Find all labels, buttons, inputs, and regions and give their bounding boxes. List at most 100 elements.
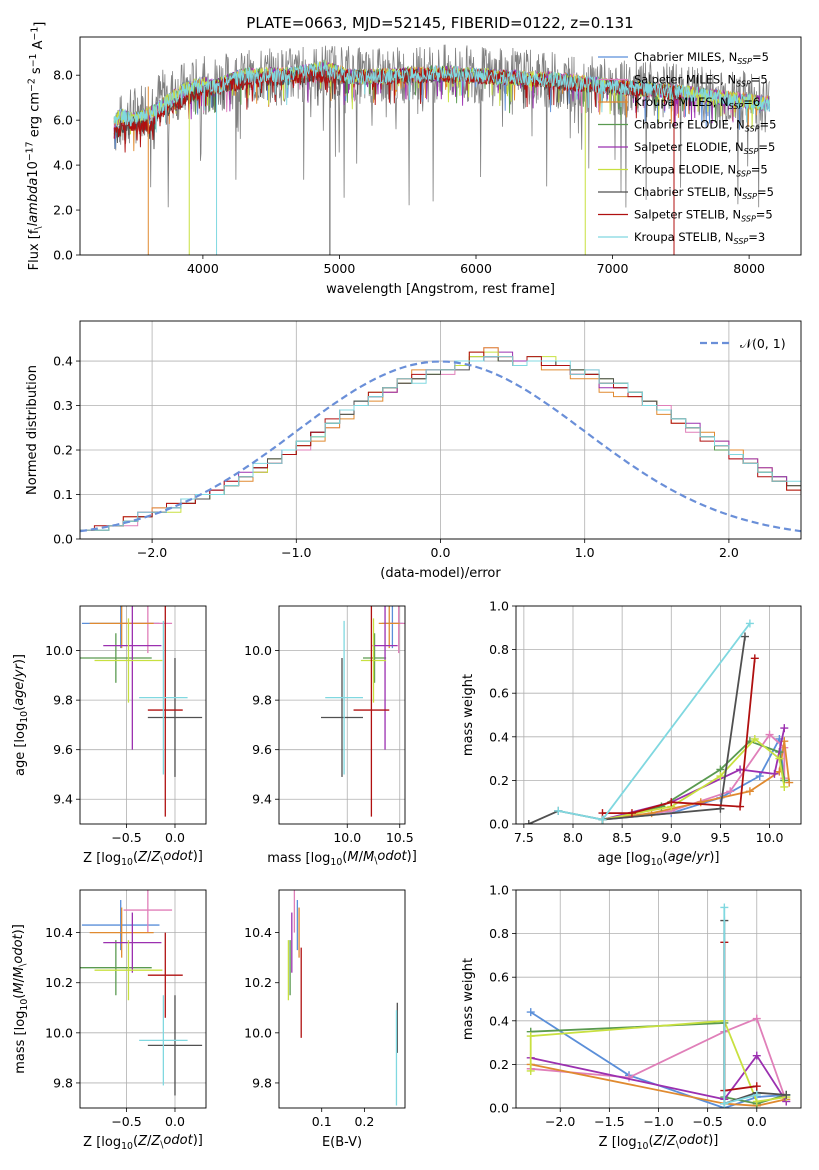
y-tick-label: 10.0 bbox=[244, 643, 272, 658]
x-axis-label: mass [log10(M/M\odot)] bbox=[267, 849, 417, 868]
x-tick-label: 10.0 bbox=[756, 830, 784, 845]
y-tick-label: 8.0 bbox=[53, 68, 73, 83]
massweight-marker-kroupa-stelib bbox=[554, 806, 563, 815]
massweight-marker-salpeter-stelib bbox=[627, 809, 636, 818]
massweight-line-salpeter-miles bbox=[602, 733, 786, 821]
massweight-marker-salpeter-stelib bbox=[752, 1082, 761, 1091]
massweight-marker-chabrier-stelib bbox=[524, 820, 533, 824]
x-axis-label: E(B-V) bbox=[322, 1135, 362, 1150]
frame: −2.0 −1.0 0.0 1.0 2.0 0.0 0.1 0.2 0.3 0.4 (data-mo… bbox=[25, 320, 802, 581]
y-tick-label: 9.6 bbox=[252, 742, 272, 757]
y-tick-label: 0.0 bbox=[489, 1101, 509, 1116]
massweight-marker-kroupa-elodie bbox=[526, 1066, 535, 1075]
massweight-line-chabrier-elodie bbox=[602, 740, 786, 821]
plot-content bbox=[80, 890, 203, 1096]
massweight-line-chabrier-miles bbox=[530, 1011, 787, 1108]
legend-entry-salpeter-miles: Salpeter MILES, NSSP=5 bbox=[634, 73, 768, 89]
y-tick-label: 9.8 bbox=[252, 1075, 272, 1090]
x-tick-label: 0.0 bbox=[165, 1114, 185, 1129]
massweight-marker-kroupa-stelib bbox=[720, 903, 729, 912]
x-axis-label: Z [log10(Z/Z\odot)] bbox=[599, 1133, 719, 1152]
plot-content bbox=[526, 903, 791, 1108]
massweight-marker-kroupa-miles bbox=[745, 787, 754, 796]
y-tick-label: 0.2 bbox=[489, 773, 509, 788]
y-axis-label: mass weight bbox=[461, 958, 476, 1040]
y-tick-label: 0.0 bbox=[53, 532, 73, 547]
y-tick-label: 1.0 bbox=[489, 599, 509, 614]
y-tick-label: 0.6 bbox=[489, 686, 509, 701]
x-tick-label: −0.5 bbox=[111, 830, 141, 845]
y-tick-label: 10.4 bbox=[45, 925, 73, 940]
massweight-marker-kroupa-stelib bbox=[720, 1099, 729, 1108]
y-tick-label: 0.0 bbox=[489, 817, 509, 832]
plot-content bbox=[321, 606, 405, 817]
x-tick-label: 2.0 bbox=[719, 545, 739, 560]
axes-frame bbox=[515, 605, 802, 825]
model-spectrum-kroupa-stelib bbox=[113, 60, 771, 133]
x-tick-label: 8000 bbox=[733, 261, 765, 276]
axes-massweight_vs_Z: −2.0 −1.5 −1.0 −0.5 0.0 0.0 0.2 0.4 0.6 0.8 1.0 Z [… bbox=[461, 883, 802, 1152]
figure-title: PLATE=0663, MJD=52145, FIBERID=0122, z=0… bbox=[246, 14, 633, 32]
x-axis-label: wavelength [Angstrom, rest frame] bbox=[326, 282, 555, 297]
y-tick-label: 0.4 bbox=[489, 729, 509, 744]
y-tick-label: 0.2 bbox=[53, 443, 73, 458]
massweight-marker-kroupa-elodie bbox=[526, 1032, 535, 1041]
x-tick-label: 0.1 bbox=[312, 1114, 332, 1129]
massweight-marker-salpeter-stelib bbox=[736, 802, 745, 811]
x-tick-label: 10.0 bbox=[333, 830, 361, 845]
x-tick-label: −1.5 bbox=[594, 1114, 624, 1129]
massweight-marker-kroupa-elodie bbox=[775, 754, 784, 763]
massweight-marker-kroupa-elodie bbox=[780, 782, 789, 791]
axes-frame bbox=[79, 889, 207, 1109]
x-axis-label: age [log10(age/yr)] bbox=[597, 850, 719, 868]
x-tick-label: 8.5 bbox=[612, 830, 632, 845]
axes-massweight_vs_age: 7.5 8.0 8.5 9.0 9.5 10.0 0.0 0.2 0.4 0.6 0.8 1.0 age… bbox=[461, 599, 802, 868]
axes-frame bbox=[278, 889, 406, 1109]
histogram-kroupa-stelib bbox=[80, 356, 801, 531]
plot-area bbox=[279, 890, 405, 1108]
axes-spectrum: 4000 5000 6000 7000 8000 0.0 2.0 4.0 6.0 8.0 wavel… bbox=[25, 22, 802, 297]
axes-frame bbox=[515, 889, 802, 1109]
legend-entry-chabrier-stelib: Chabrier STELIB, NSSP=5 bbox=[634, 185, 774, 201]
x-tick-label: 0.2 bbox=[354, 1114, 374, 1129]
y-tick-label: 9.6 bbox=[53, 742, 73, 757]
y-tick-label: 9.8 bbox=[252, 693, 272, 708]
frame: −2.0 −1.5 −1.0 −0.5 0.0 0.0 0.2 0.4 0.6 0.8 1.0 Z [… bbox=[461, 883, 802, 1152]
plot-area bbox=[80, 606, 206, 824]
massweight-line-kroupa-elodie bbox=[602, 737, 786, 821]
normal-curve bbox=[80, 360, 801, 533]
x-tick-label: 0.0 bbox=[431, 545, 451, 560]
massweight-marker-salpeter-elodie bbox=[780, 724, 789, 733]
axes-frame bbox=[278, 605, 406, 825]
massweight-marker-salpeter-elodie bbox=[752, 1051, 761, 1060]
x-tick-label: −2.0 bbox=[545, 1114, 575, 1129]
axes-residuals: −2.0 −1.0 0.0 1.0 2.0 0.0 0.1 0.2 0.3 0.4 (data-mo… bbox=[25, 320, 802, 581]
x-tick-label: −2.0 bbox=[137, 545, 167, 560]
x-tick-label: 5000 bbox=[324, 261, 356, 276]
axes-frame bbox=[79, 320, 802, 540]
massweight-marker-salpeter-elodie bbox=[770, 769, 779, 778]
axes-mass_vs_Z: −0.5 0.0 9.8 10.0 10.2 10.4 Z [log10(Z/Z\odot)… bbox=[11, 889, 207, 1152]
y-tick-label: 0.3 bbox=[53, 398, 73, 413]
y-tick-label: 10.0 bbox=[244, 1025, 272, 1040]
y-axis-label: mass [log10(M/M\odot)] bbox=[11, 924, 30, 1074]
plot-area bbox=[516, 606, 801, 824]
y-tick-label: 10.4 bbox=[244, 925, 272, 940]
massweight-marker-kroupa-stelib bbox=[752, 1090, 761, 1099]
y-tick-label: 10.2 bbox=[45, 975, 73, 990]
plot-content bbox=[113, 44, 771, 255]
x-axis-label: (data-model)/error bbox=[380, 566, 501, 581]
axes-age_vs_mass: 10.0 10.5 9.4 9.6 9.8 10.0 mass [log10(M/M\odo… bbox=[244, 605, 417, 868]
x-axis-label: Z [log10(Z/Z\odot)] bbox=[83, 849, 203, 868]
x-tick-label: −1.0 bbox=[281, 545, 311, 560]
massweight-marker-kroupa-elodie bbox=[716, 772, 725, 781]
massweight-marker-salpeter-stelib bbox=[667, 798, 676, 807]
y-tick-label: 0.4 bbox=[53, 354, 73, 369]
legend-entry-kroupa-stelib: Kroupa STELIB, NSSP=3 bbox=[634, 230, 765, 246]
frame: −0.5 0.0 9.4 9.6 9.8 10.0 Z [log10(Z/Z\odot)] a… bbox=[12, 605, 207, 868]
y-axis-label: Flux [f\lambda10−17 erg cm−2 s−1 A−1] bbox=[25, 22, 48, 271]
axes-frame bbox=[79, 36, 802, 256]
x-tick-label: −0.5 bbox=[111, 1114, 141, 1129]
y-tick-label: 4.0 bbox=[53, 158, 73, 173]
frame: 7.5 8.0 8.5 9.0 9.5 10.0 0.0 0.2 0.4 0.6 0.8 1.0 age… bbox=[461, 599, 802, 868]
